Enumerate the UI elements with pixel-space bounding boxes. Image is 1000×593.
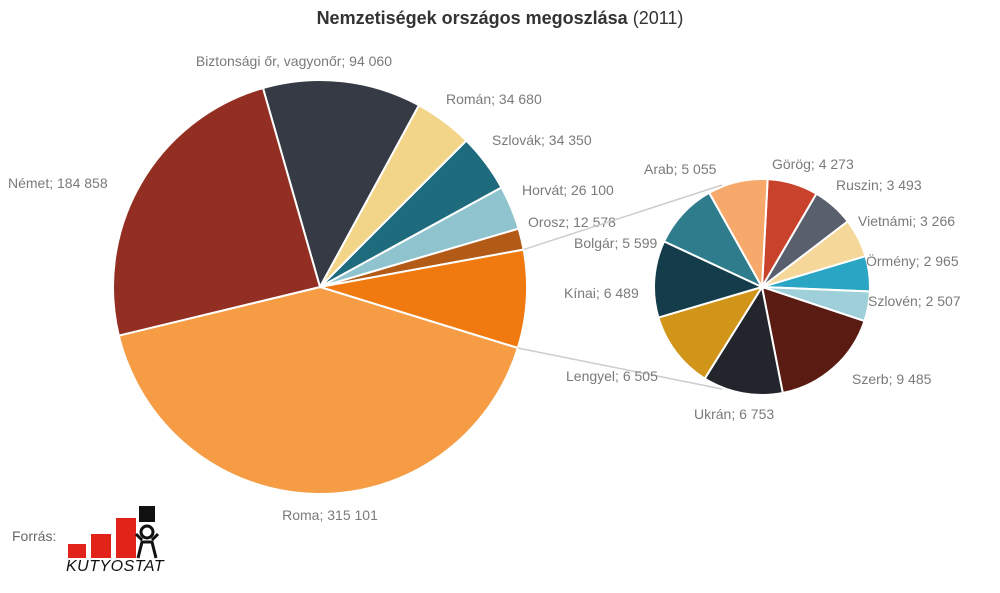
pie-slice <box>112 86 322 337</box>
chart-title-year: (2011) <box>632 8 684 28</box>
slice-label: Arab; 5 055 <box>644 161 717 177</box>
slice-label: Vietnámi; 3 266 <box>858 213 955 229</box>
pie-slice <box>653 240 765 319</box>
source-label: Forrás: <box>12 528 57 544</box>
pie-slice <box>703 284 784 396</box>
slice-label: Roma; 315 101 <box>282 507 378 523</box>
slice-label: Román; 34 680 <box>446 91 542 107</box>
slice-label: Szerb; 9 485 <box>852 371 932 387</box>
pie-slice <box>117 285 520 495</box>
slice-label: Biztonsági őr, vagyonőr; 94 060 <box>196 53 392 69</box>
pie-slice <box>657 285 765 380</box>
logo-text: KUTYOSTAT <box>66 558 165 575</box>
slice-label: Örmény; 2 965 <box>866 252 959 269</box>
slice-label: Kínai; 6 489 <box>564 285 639 301</box>
pie-slice <box>261 79 421 290</box>
pie-slice <box>319 248 528 350</box>
connector-line <box>523 184 723 251</box>
slice-label: Orosz; 12 578 <box>528 214 616 230</box>
slice-label: Bolgár; 5 599 <box>574 235 657 251</box>
connector-line <box>517 347 723 390</box>
slice-label: Szlovák; 34 350 <box>492 132 592 148</box>
slice-label: Ukrán; 6 753 <box>694 406 774 422</box>
kutyostat-logo: KUTYOSTAT <box>66 504 170 576</box>
pie-slice <box>760 285 866 395</box>
chart-title: Nemzetiségek országos megoszlása (2011) <box>0 8 1000 29</box>
slice-label: Szlovén; 2 507 <box>868 293 961 309</box>
slice-label: Német; 184 858 <box>8 175 108 191</box>
chart-title-main: Nemzetiségek országos megoszlása <box>316 8 628 28</box>
kutyostat-logo-icon <box>68 506 160 559</box>
pie-slice <box>707 178 769 291</box>
slice-label: Ruszin; 3 493 <box>836 177 922 193</box>
slice-label: Lengyel; 6 505 <box>566 368 658 384</box>
slice-label: Horvát; 26 100 <box>522 182 614 198</box>
slice-label: Görög; 4 273 <box>772 156 854 172</box>
